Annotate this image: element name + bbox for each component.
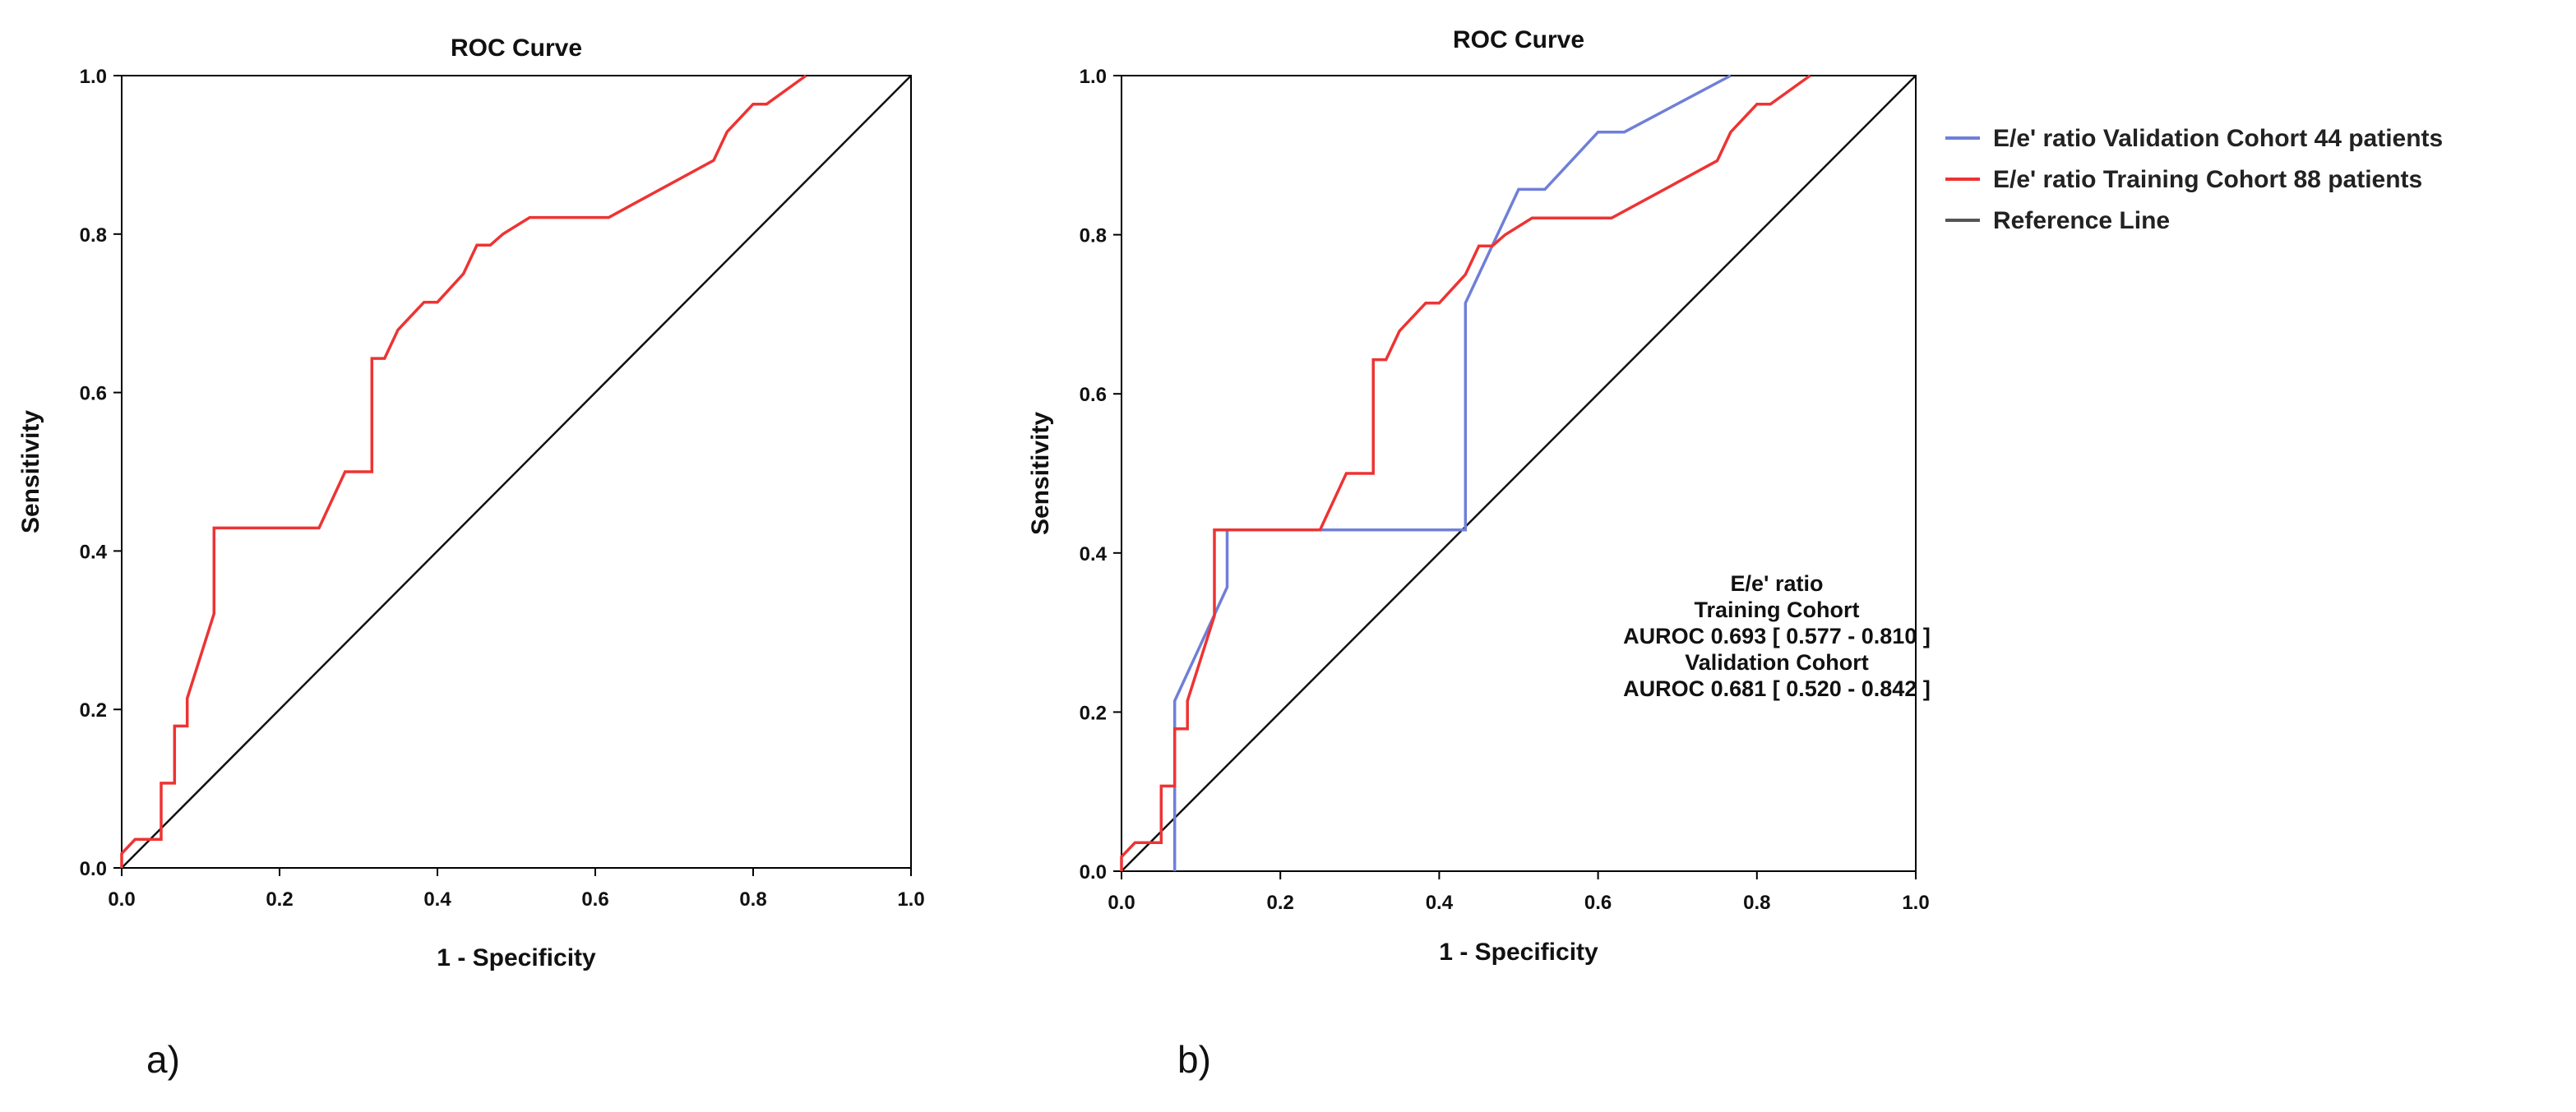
- legend-label: E/e' ratio Validation Cohort 44 patients: [1993, 125, 2443, 152]
- reference-line: [1121, 75, 1917, 872]
- x-tick-label: 0.6: [1584, 892, 1612, 914]
- auroc-annotation-line: Training Cohort: [1695, 598, 1860, 622]
- validation-roc-curve: [1172, 74, 1732, 871]
- legend-label: Reference Line: [1993, 207, 2170, 234]
- y-tick-label: 0.0: [1080, 861, 1107, 884]
- y-tick-label: 0.8: [80, 224, 107, 247]
- x-tick-label: 0.2: [266, 888, 293, 911]
- y-axis-label: Sensitivity: [17, 410, 44, 533]
- y-tick-label: 0.8: [1080, 225, 1107, 247]
- reference-line: [121, 75, 912, 869]
- x-tick-label: 0.4: [1426, 892, 1454, 914]
- x-axis-label: 1 - Specificity: [437, 944, 596, 971]
- x-axis-label: 1 - Specificity: [1439, 939, 1598, 966]
- panel-label: a): [146, 1038, 180, 1081]
- plot-area-frame: [1121, 75, 1917, 872]
- y-tick-label: 1.0: [1080, 66, 1107, 88]
- y-tick-label: 1.0: [80, 66, 107, 88]
- chart-title: ROC Curve: [1453, 26, 1584, 53]
- x-tick-label: 0.8: [1743, 892, 1770, 914]
- x-tick-label: 1.0: [897, 888, 924, 911]
- y-tick-label: 0.6: [80, 383, 107, 405]
- y-tick-label: 0.2: [80, 699, 107, 722]
- y-axis-label: Sensitivity: [1027, 412, 1054, 535]
- training-roc-curve: [120, 74, 807, 868]
- x-tick-label: 0.6: [581, 888, 608, 911]
- auroc-annotation-line: E/e' ratio: [1731, 571, 1824, 596]
- y-tick-label: 0.0: [80, 858, 107, 880]
- x-tick-label: 1.0: [1902, 892, 1929, 914]
- auroc-annotation-line: AUROC 0.693 [ 0.577 - 0.810 ]: [1623, 624, 1931, 648]
- x-tick-label: 0.4: [423, 888, 451, 911]
- x-tick-label: 0.0: [1108, 892, 1135, 914]
- panel-b: ROC Curve 0.0 0.2 0.4 0.6 0.8 1.0 0.0 0.2 0.4 0.6 0…: [1027, 26, 2443, 1081]
- legend-label: E/e' ratio Training Cohort 88 patients: [1993, 166, 2422, 193]
- x-tick-label: 0.2: [1267, 892, 1294, 914]
- auroc-annotation-line: Validation Cohort: [1685, 650, 1869, 675]
- panel-label: b): [1177, 1038, 1211, 1081]
- plot-area-frame: [121, 75, 912, 869]
- y-tick-label: 0.6: [1080, 384, 1107, 406]
- chart-title: ROC Curve: [451, 35, 582, 62]
- training-roc-curve: [1120, 74, 1811, 871]
- auroc-annotation-line: AUROC 0.681 [ 0.520 - 0.842 ]: [1623, 676, 1931, 701]
- x-tick-label: 0.0: [108, 888, 135, 911]
- panel-a: ROC Curve 0.0 0.2 0.4 0.6 0.8 1.0 0.0 0.2 0.4 0.6 0…: [17, 35, 925, 1081]
- x-tick-label: 0.8: [739, 888, 766, 911]
- y-tick-label: 0.2: [1080, 702, 1107, 724]
- y-tick-label: 0.4: [1080, 543, 1108, 565]
- y-tick-label: 0.4: [80, 541, 108, 563]
